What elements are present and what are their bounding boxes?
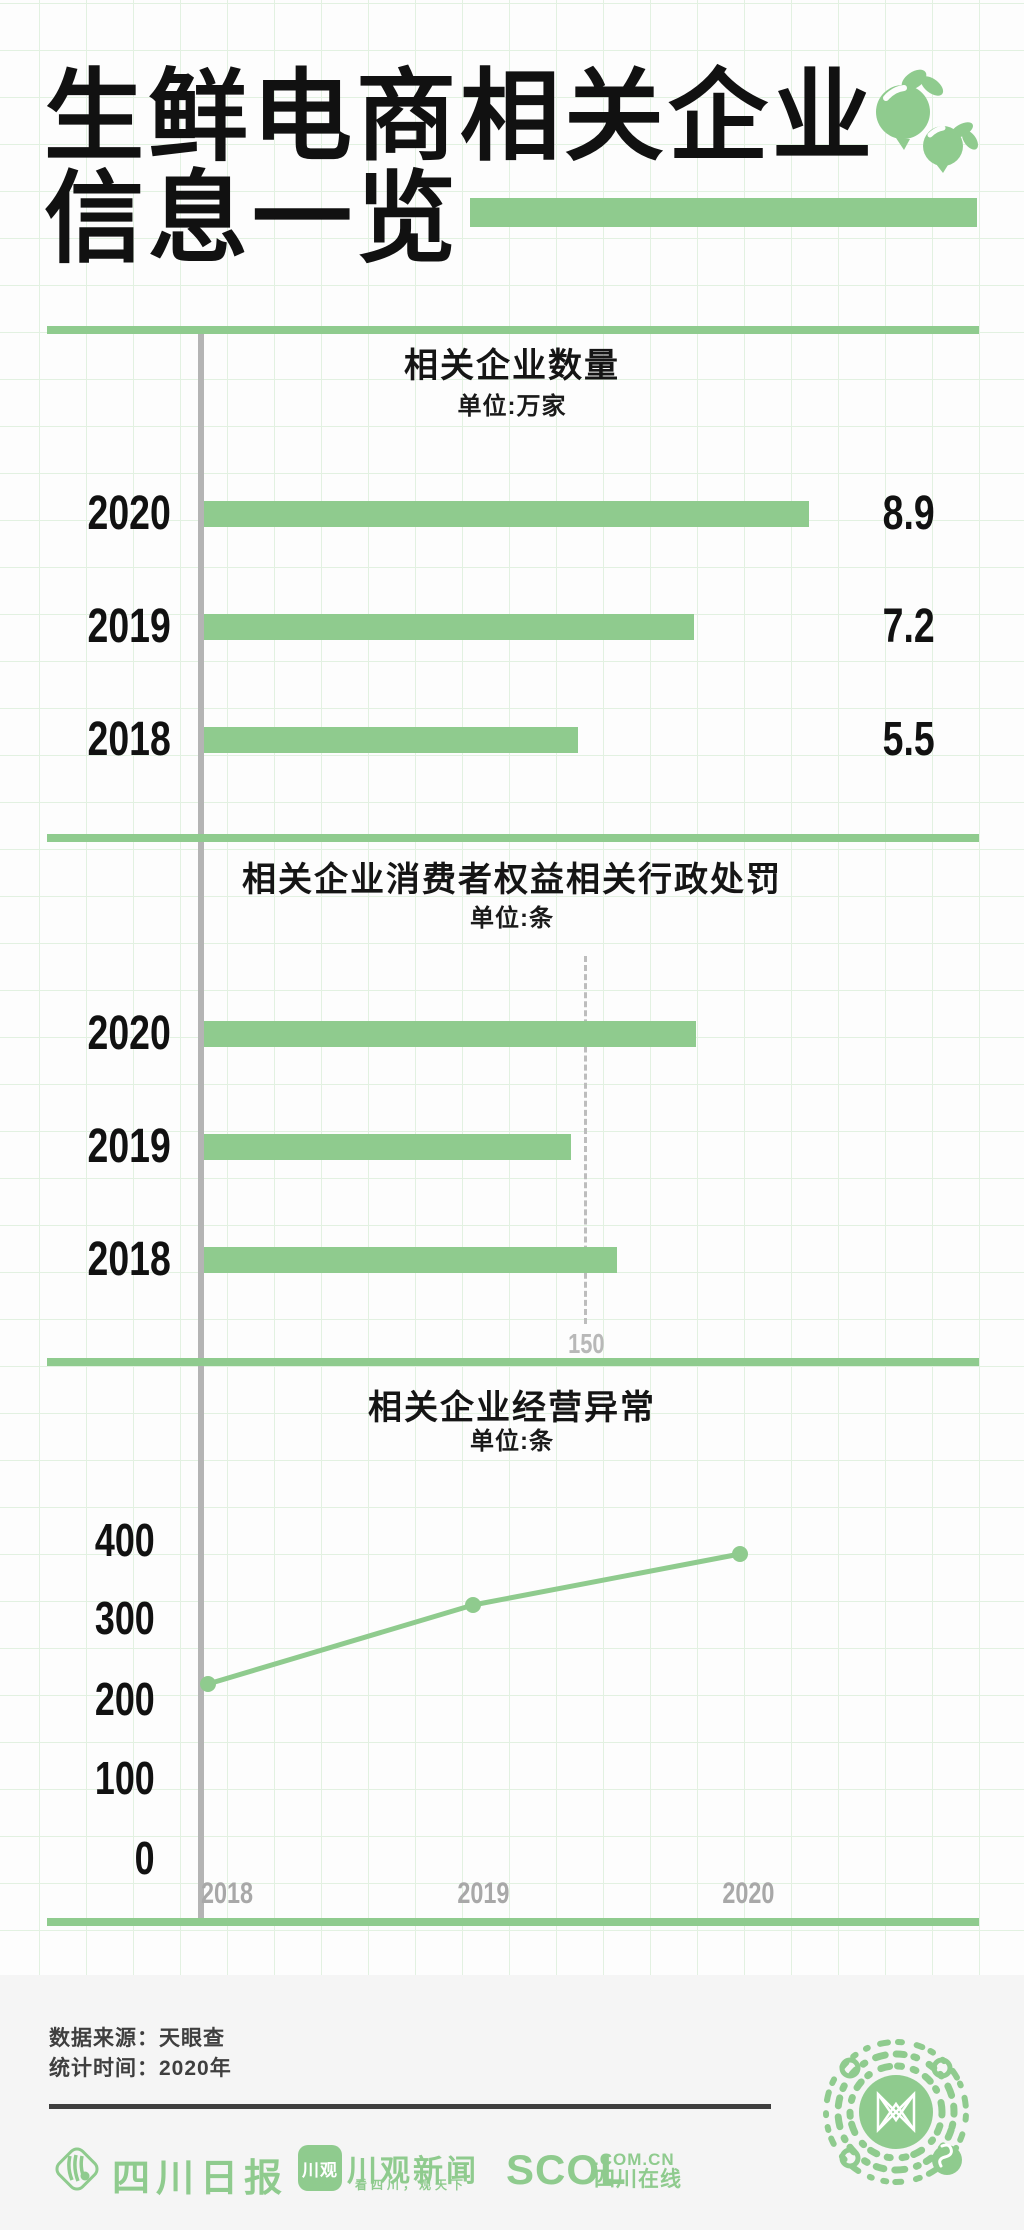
chart1-value-label: 8.9 (882, 487, 935, 540)
chuanguan-app-icon: 川观 (298, 2145, 342, 2191)
chart3-xtick: 2020 (721, 1877, 775, 1910)
chart1-year-label: 2019 (87, 600, 171, 653)
chart2-title: 相关企业消费者权益相关行政处罚 (242, 861, 782, 899)
chart2-year-label: 2020 (87, 1007, 171, 1060)
chart2-axis-line (198, 842, 204, 1358)
chart2-bar-2018 (204, 1247, 617, 1273)
section-divider-3 (47, 1358, 979, 1366)
chart3-ytick: 0 (135, 1832, 155, 1884)
footer-rule (49, 2104, 771, 2109)
chart2-year-label: 2019 (87, 1120, 171, 1173)
stat-time-label: 统计时间：2020年 (49, 2057, 232, 2080)
chart2-year-label: 2018 (87, 1233, 171, 1286)
chart2-unit: 单位:条 (470, 905, 554, 932)
miniprogram-qr-icon (816, 2032, 980, 2196)
chuanguan-tagline: 看四川，观天下 (355, 2178, 468, 2192)
scol-site-text: 四川在线 (594, 2168, 682, 2191)
sichuan-daily-logo-text: 四川日报 (112, 2158, 289, 2200)
chart1-title: 相关企业数量 (404, 347, 620, 385)
chart3-ytick: 400 (95, 1514, 155, 1566)
chart3-ytick: 200 (95, 1673, 155, 1725)
scol-logo-text: SCOL (506, 2146, 627, 2193)
chart2-reference-dashed-line (584, 956, 587, 1324)
chart2-reference-label: 150 (567, 1328, 605, 1359)
chart2-bar-2020 (204, 1021, 696, 1047)
chart3-xtick: 2019 (456, 1877, 510, 1910)
chart3-ytick: 300 (95, 1592, 155, 1644)
chart1-value-label: 5.5 (882, 713, 935, 766)
section-divider-2 (47, 834, 979, 842)
chart1-unit: 单位:万家 (457, 393, 567, 420)
chart3-ytick: 100 (95, 1752, 155, 1804)
chart1-axis-line (198, 334, 204, 834)
chart1-bar-2018 (204, 727, 578, 753)
page-title-line2: 信息一览 (44, 164, 460, 275)
chuanguan-logo-text: 川观新闻 (347, 2155, 479, 2188)
chart2-bar-2019 (204, 1134, 571, 1160)
page-title-line1: 生鲜电商相关企业 (44, 62, 876, 173)
chart1-year-label: 2020 (87, 487, 171, 540)
scol-domain-text: .COM.CN (594, 2150, 675, 2169)
chart3-title: 相关企业经营异常 (368, 1389, 656, 1427)
chart3-line-series (200, 1546, 748, 1692)
fruits-icon (852, 58, 992, 178)
chart1-bar-2019 (204, 614, 694, 640)
sichuan-daily-logo-icon (48, 2144, 106, 2194)
section-divider-1 (47, 326, 979, 334)
title-accent-bar (470, 198, 977, 227)
chart3-unit: 单位:条 (470, 1428, 554, 1455)
data-source-label: 数据来源：天眼查 (49, 2027, 225, 2050)
chart3-xtick: 2018 (201, 1877, 254, 1910)
chart1-bar-2020 (204, 501, 809, 527)
chart1-value-label: 7.2 (882, 600, 935, 653)
chart3-axis-line (198, 1366, 204, 1918)
section-divider-4 (47, 1918, 979, 1926)
chart1-year-label: 2018 (87, 713, 171, 766)
